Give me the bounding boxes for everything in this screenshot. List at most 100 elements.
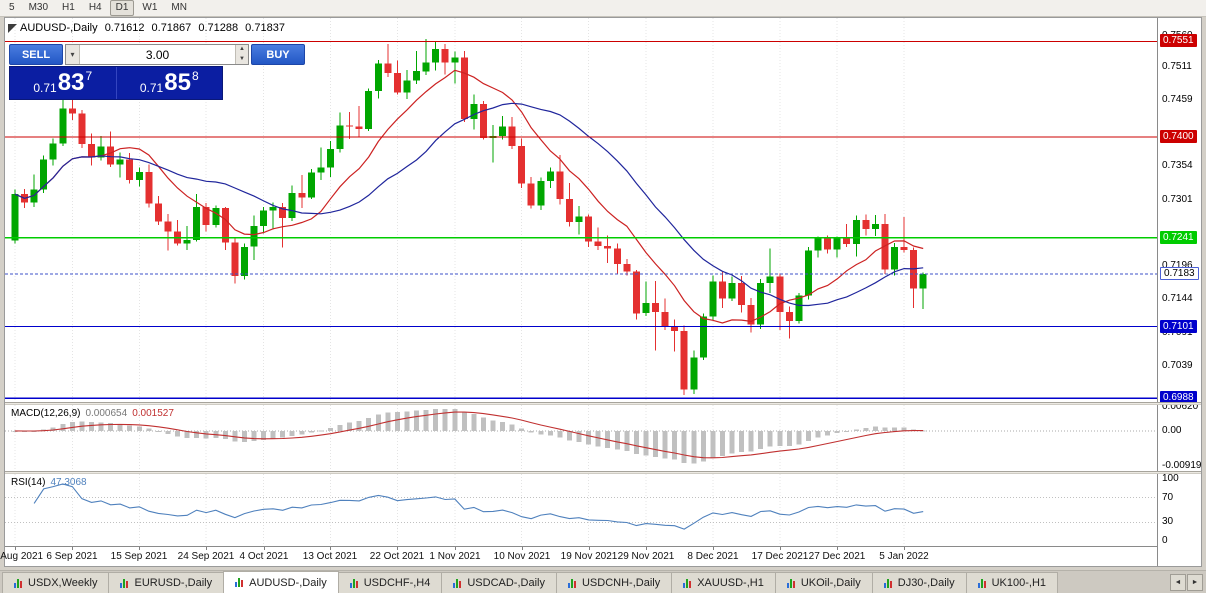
- lot-increase-button[interactable]: ▲: [236, 45, 248, 55]
- time-axis-tick: [455, 547, 456, 550]
- macd-histogram-bar: [318, 430, 324, 432]
- sell-button[interactable]: SELL: [9, 44, 63, 65]
- pane-splitter-rsi[interactable]: [5, 471, 1201, 474]
- time-axis-label: 24 Sep 2021: [177, 551, 235, 562]
- buy-button[interactable]: BUY: [251, 44, 305, 65]
- candle-body: [709, 281, 717, 317]
- candle-body: [718, 281, 726, 299]
- macd-histogram-bar: [41, 429, 47, 431]
- time-axis-label: 19 Nov 2021: [560, 551, 618, 562]
- candle-body: [499, 126, 507, 136]
- candle-body: [317, 167, 325, 173]
- candle-body: [374, 63, 382, 91]
- timeframe-button-d1[interactable]: D1: [109, 0, 135, 16]
- macd-histogram-bar: [834, 430, 840, 434]
- time-axis-tick: [522, 547, 523, 550]
- candle-body: [747, 305, 755, 325]
- macd-histogram-bar: [241, 430, 247, 443]
- tab-scroll-right-button[interactable]: ►: [1187, 574, 1203, 591]
- time-axis-label: 5 Jan 2022: [879, 551, 929, 562]
- macd-histogram-bar: [519, 428, 525, 431]
- macd-axis-label: -0.00919: [1162, 460, 1202, 471]
- buy-price[interactable]: 0.71 85 8: [117, 67, 223, 99]
- sell-price[interactable]: 0.71 83 7: [10, 67, 117, 99]
- candle-body: [403, 80, 411, 93]
- time-axis-label: 8 Dec 2021: [687, 551, 739, 562]
- candle-body: [365, 90, 373, 129]
- candle-body: [594, 241, 602, 247]
- tab-usdcad-daily[interactable]: USDCAD-,Daily: [441, 572, 557, 593]
- macd-histogram-bar: [175, 430, 180, 437]
- macd-histogram-bar: [136, 426, 142, 431]
- chart-title-close: 0.71837: [245, 22, 285, 34]
- tab-usdchf-h4[interactable]: USDCHF-,H4: [337, 572, 443, 593]
- candle-body: [88, 144, 95, 158]
- candle-body: [556, 171, 564, 200]
- hline-price-label[interactable]: 0.7101: [1160, 320, 1197, 333]
- lot-dropdown-button[interactable]: ▾: [66, 45, 80, 64]
- rsi-axis-label: 0: [1162, 535, 1168, 546]
- candle-body: [728, 282, 736, 299]
- macd-histogram-bar: [892, 427, 897, 431]
- tab-usdx-weekly[interactable]: USDX,Weekly: [2, 572, 110, 593]
- pane-splitter-macd[interactable]: [5, 402, 1201, 405]
- timeframe-button-5[interactable]: 5: [9, 2, 15, 13]
- macd-histogram-bar: [108, 423, 114, 431]
- sell-price-pip: 7: [85, 69, 93, 83]
- candle-body: [604, 246, 612, 249]
- candle-body: [193, 206, 201, 240]
- one-click-trading-toggle[interactable]: [8, 24, 17, 33]
- candle-body: [40, 159, 48, 190]
- tab-usdcnh-daily[interactable]: USDCNH-,Daily: [555, 572, 673, 593]
- macd-histogram-bar: [586, 430, 592, 445]
- timeframe-toolbar: 5 M30 H1 H4 D1 W1 MN: [0, 0, 1206, 17]
- macd-histogram-bar: [299, 430, 305, 435]
- timeframe-button-h4[interactable]: H4: [88, 2, 102, 13]
- macd-histogram-bar: [748, 430, 754, 452]
- tab-scroll-left-button[interactable]: ◄: [1170, 574, 1186, 591]
- candle-body: [413, 71, 420, 81]
- tab-audusd-daily[interactable]: AUDUSD-,Daily: [223, 571, 339, 593]
- timeframe-button-mn[interactable]: MN: [171, 2, 187, 13]
- tab-xauusd-h1[interactable]: XAUUSD-,H1: [671, 572, 776, 593]
- rsi-indicator-pane[interactable]: [5, 474, 1157, 546]
- candle-body: [460, 57, 468, 119]
- macd-histogram-bar: [165, 430, 171, 434]
- time-axis-label: 22 Oct 2021: [369, 551, 425, 562]
- macd-histogram-bar: [89, 422, 94, 431]
- chart-title-low: 0.71288: [198, 22, 239, 34]
- lot-decrease-button[interactable]: ▼: [236, 54, 248, 64]
- candle-body: [757, 282, 765, 325]
- candle-body: [585, 216, 593, 242]
- tab-eurusd-daily[interactable]: EURUSD-,Daily: [108, 572, 225, 593]
- hline-price-label[interactable]: 0.7241: [1160, 231, 1197, 244]
- tab-dj30-daily[interactable]: DJ30-,Daily: [871, 572, 967, 593]
- price-axis[interactable]: 0.75600.75110.74590.73540.73010.71960.71…: [1157, 18, 1201, 566]
- hline-price-label[interactable]: 0.6988: [1160, 391, 1197, 404]
- macd-histogram-bar: [337, 424, 343, 431]
- tab-label: USDCAD-,Daily: [467, 577, 545, 589]
- hline-price-label[interactable]: 0.7551: [1160, 34, 1197, 47]
- chart-icon: [567, 578, 577, 588]
- candle-body: [250, 225, 258, 247]
- time-axis-tick: [397, 547, 398, 550]
- candle-body: [288, 192, 296, 219]
- timeframe-button-w1[interactable]: W1: [142, 2, 158, 13]
- candle-body: [30, 189, 38, 203]
- tab-uk100-h1[interactable]: UK100-,H1: [965, 572, 1059, 593]
- timeframe-button-m30[interactable]: M30: [28, 2, 49, 13]
- macd-histogram-bar: [729, 430, 735, 454]
- tab-label: XAUUSD-,H1: [697, 577, 764, 589]
- macd-histogram-bar: [366, 418, 372, 431]
- macd-histogram-bar: [98, 422, 104, 431]
- tab-ukoil-daily[interactable]: UKOil-,Daily: [774, 572, 873, 593]
- candle-body: [202, 206, 210, 226]
- time-axis-label: 6 Sep 2021: [46, 551, 98, 562]
- candle-body: [805, 250, 812, 296]
- timeframe-button-h1[interactable]: H1: [62, 2, 75, 13]
- macd-histogram-bar: [394, 412, 400, 431]
- hline-price-label[interactable]: 0.7400: [1160, 130, 1197, 143]
- lot-size-input[interactable]: [80, 45, 235, 64]
- macd-indicator-pane[interactable]: [5, 405, 1157, 471]
